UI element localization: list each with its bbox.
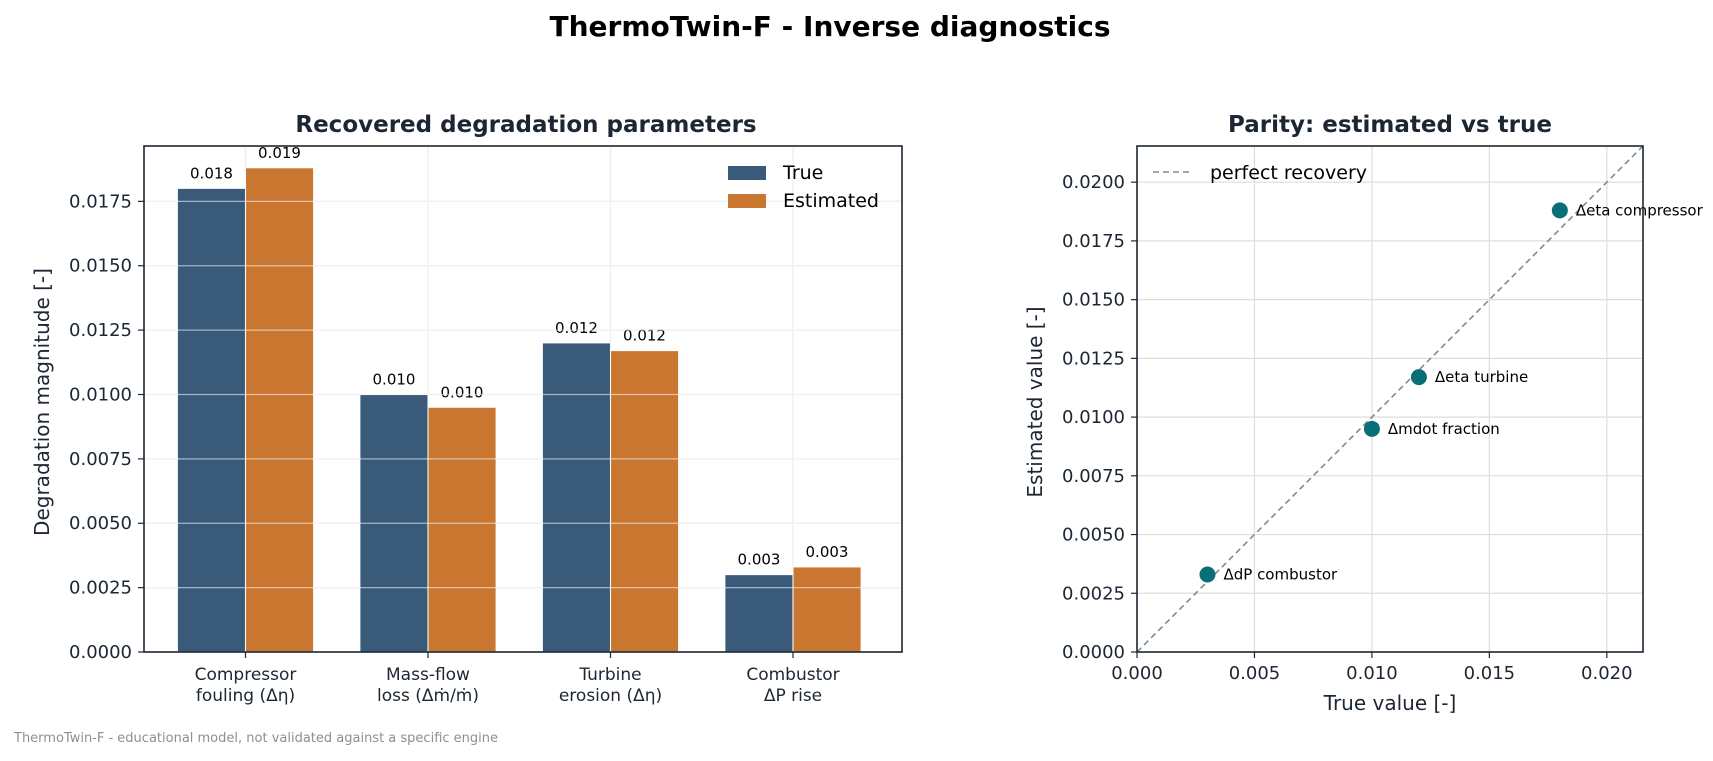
parity-y-tick-label: 0.0175: [1062, 231, 1125, 252]
parity-y-tick-label: 0.0200: [1062, 172, 1125, 193]
bar-value-label: 0.018: [190, 164, 233, 182]
legend-label-estimated: Estimated: [783, 190, 879, 212]
bar-estimated: [245, 167, 314, 653]
parity-chart-ylabel: Estimated value [-]: [1023, 306, 1047, 497]
parity-y-tick-label: 0.0075: [1062, 466, 1125, 487]
bar-value-label: 0.012: [623, 327, 666, 345]
bar-x-tick-label: ΔP rise: [764, 686, 822, 706]
bar-y-tick-label: 0.0075: [69, 449, 132, 470]
parity-chart-x-ticks: 0.000 0.005 0.010 0.015 0.020: [1111, 652, 1633, 684]
bar-chart-legend: True Estimated: [728, 162, 879, 212]
parity-chart: Parity: estimated vs true Estimated valu…: [1023, 112, 1704, 715]
legend-swatch-true: [728, 166, 766, 180]
parity-x-tick-label: 0.010: [1346, 663, 1398, 684]
legend-label-perfect-recovery: perfect recovery: [1210, 162, 1367, 184]
bar-chart-title: Recovered degradation parameters: [295, 112, 756, 138]
bar-value-label: 0.019: [258, 144, 301, 162]
parity-chart-points: Δeta compressor Δmdot fraction Δeta turbin…: [1199, 201, 1704, 583]
bar-chart-bars: 0.018 0.010 0.012 0.003 0.019 0.010 0.012 0.003: [144, 144, 902, 653]
bar-chart-y-ticks: 0.0000 0.0025 0.0050 0.0075 0.0100 0.0125 0.01…: [69, 191, 144, 663]
bar-y-tick-label: 0.0025: [69, 578, 132, 599]
bar-y-tick-label: 0.0100: [69, 384, 132, 405]
bar-x-tick-label: loss (Δṁ/ṁ): [377, 686, 479, 706]
legend-label-true: True: [782, 162, 823, 184]
bar-x-tick-label: erosion (Δη): [559, 686, 662, 706]
bar-y-tick-label: 0.0175: [69, 191, 132, 212]
bar-value-label: 0.003: [738, 551, 781, 569]
parity-point: [1551, 202, 1568, 219]
bar-x-tick-label: Mass-flow: [386, 665, 470, 685]
bar-value-label: 0.003: [806, 543, 849, 561]
parity-point: [1363, 420, 1380, 437]
bar-x-tick-label: Compressor: [195, 665, 297, 685]
parity-y-tick-label: 0.0000: [1062, 642, 1125, 663]
parity-point-label: ΔdP combustor: [1223, 565, 1338, 583]
parity-x-tick-label: 0.000: [1111, 663, 1163, 684]
parity-chart-grid: [1136, 146, 1643, 653]
parity-point-label: Δmdot fraction: [1388, 420, 1500, 438]
parity-point: [1199, 566, 1216, 583]
bar-value-label: 0.010: [373, 370, 416, 388]
parity-point: [1410, 369, 1427, 386]
bar-estimated: [610, 350, 679, 653]
bar-y-tick-label: 0.0125: [69, 320, 132, 341]
parity-y-tick-label: 0.0050: [1062, 525, 1125, 546]
bar-x-tick-label: Combustor: [746, 665, 839, 685]
footer-note: ThermoTwin-F - educational model, not va…: [14, 731, 498, 746]
parity-x-tick-label: 0.005: [1229, 663, 1281, 684]
parity-point-label: Δeta turbine: [1435, 368, 1528, 386]
bar-value-label: 0.010: [441, 383, 484, 401]
bar-value-label: 0.012: [555, 319, 598, 337]
parity-y-tick-label: 0.0100: [1062, 407, 1125, 428]
parity-y-tick-label: 0.0025: [1062, 583, 1125, 604]
parity-x-tick-label: 0.015: [1464, 663, 1516, 684]
parity-chart-y-ticks: 0.0000 0.0025 0.0050 0.0075 0.0100 0.0125 0.01…: [1062, 172, 1137, 663]
bar-x-tick-label: fouling (Δη): [196, 686, 295, 706]
legend-swatch-estimated: [728, 194, 766, 208]
bar-y-tick-label: 0.0050: [69, 513, 132, 534]
parity-y-tick-label: 0.0150: [1062, 290, 1125, 311]
bar-y-tick-label: 0.0150: [69, 256, 132, 277]
bar-y-tick-label: 0.0000: [69, 642, 132, 663]
bar-chart-frame: [143, 145, 903, 653]
parity-y-tick-label: 0.0125: [1062, 348, 1125, 369]
bar-chart: Recovered degradation parameters Degrada…: [30, 112, 903, 706]
bar-estimated: [792, 566, 862, 653]
parity-chart-title: Parity: estimated vs true: [1228, 112, 1552, 138]
parity-point-label: Δeta compressor: [1576, 201, 1704, 219]
bar-true: [177, 188, 246, 653]
bar-x-tick-label: Turbine: [578, 665, 641, 685]
figure-title: ThermoTwin-F - Inverse diagnostics: [550, 10, 1111, 43]
bar-chart-ylabel: Degradation magnitude [-]: [30, 268, 54, 536]
bar-estimated: [427, 406, 497, 653]
parity-chart-legend: perfect recovery: [1153, 162, 1367, 184]
bar-true: [542, 342, 611, 653]
parity-x-tick-label: 0.020: [1581, 663, 1633, 684]
parity-chart-xlabel: True value [-]: [1323, 691, 1457, 715]
parity-chart-frame: [1136, 145, 1644, 653]
bar-true: [724, 574, 794, 653]
